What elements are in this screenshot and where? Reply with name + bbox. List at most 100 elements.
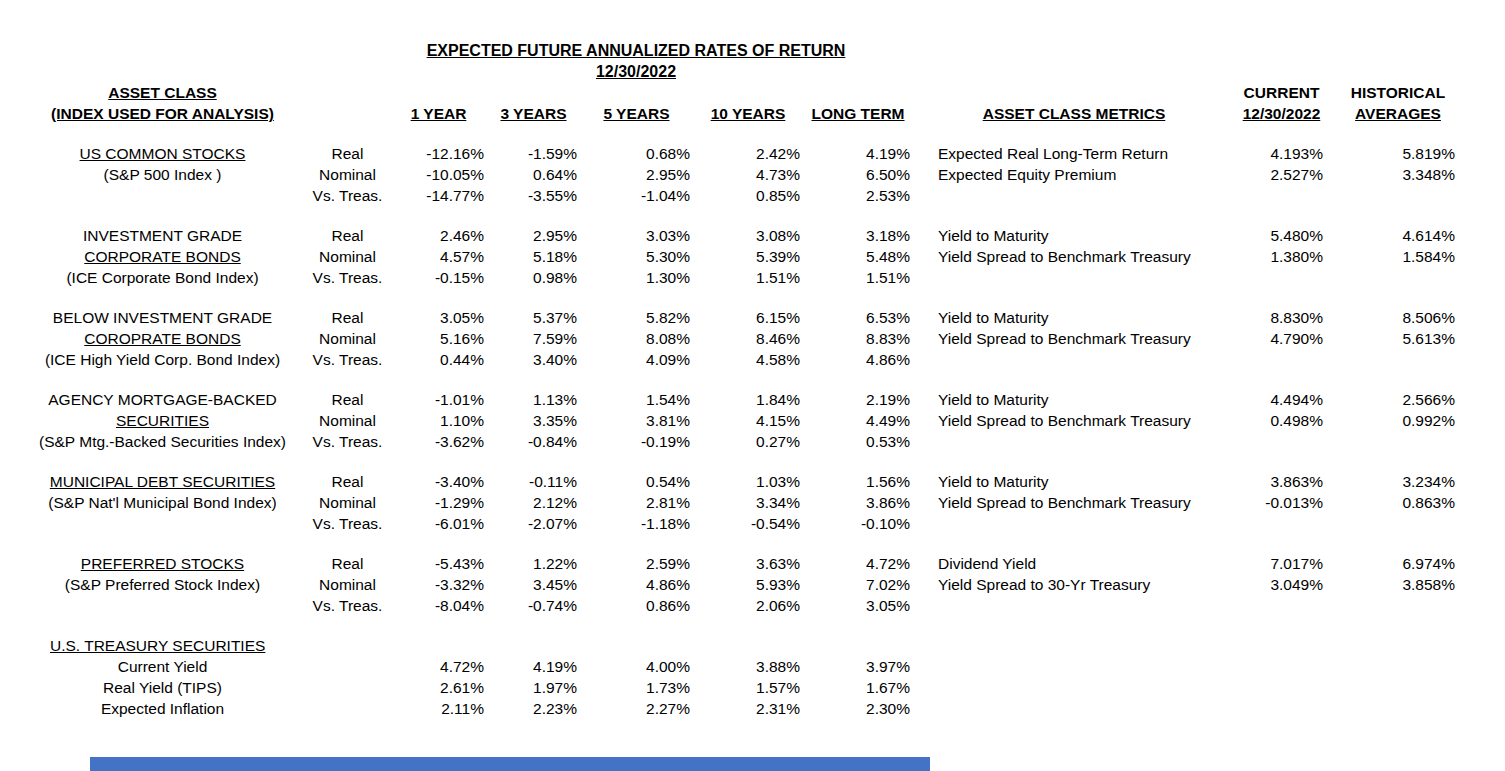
- metric-current-cell: 7.017%: [1235, 553, 1328, 574]
- metric-label-cell: [913, 431, 1235, 452]
- asset-name-cell: COROPRATE BONDS: [20, 328, 305, 349]
- value-cell: 3.08%: [693, 225, 803, 246]
- value-cell: 2.19%: [803, 389, 913, 410]
- metric-label-cell: [913, 349, 1235, 370]
- value-cell: -8.04%: [390, 595, 487, 616]
- spacer-row: [20, 452, 1468, 471]
- value-cell: 7.59%: [487, 328, 580, 349]
- asset-name-cell: [20, 185, 305, 206]
- metric-historical-cell: 8.506%: [1328, 307, 1468, 328]
- row-type-cell: Nominal: [305, 410, 390, 431]
- asset-name-cell: [20, 595, 305, 616]
- metric-label-cell: [913, 698, 1235, 719]
- value-cell: 1.13%: [487, 389, 580, 410]
- metric-current-cell: [1235, 656, 1328, 677]
- report-header: EXPECTED FUTURE ANNUALIZED RATES OF RETU…: [0, 40, 1272, 82]
- metric-historical-cell: [1328, 656, 1468, 677]
- value-cell: 2.27%: [580, 698, 693, 719]
- row-type-cell: Real: [305, 553, 390, 574]
- value-cell: 0.85%: [693, 185, 803, 206]
- metric-current-cell: -0.013%: [1235, 492, 1328, 513]
- metric-current-cell: [1235, 677, 1328, 698]
- value-cell: -1.18%: [580, 513, 693, 534]
- value-cell: 2.23%: [487, 698, 580, 719]
- table-row: INVESTMENT GRADEReal2.46%2.95%3.03%3.08%…: [20, 225, 1468, 246]
- metric-label-cell: [913, 595, 1235, 616]
- value-cell: 5.37%: [487, 307, 580, 328]
- value-cell: -3.55%: [487, 185, 580, 206]
- table-row: (S&P Preferred Stock Index)Nominal-3.32%…: [20, 574, 1468, 595]
- asset-name-cell: SECURITIES: [20, 410, 305, 431]
- value-cell: 3.97%: [803, 656, 913, 677]
- value-cell: 5.16%: [390, 328, 487, 349]
- metric-label-cell: [913, 267, 1235, 288]
- row-type-cell: Vs. Treas.: [305, 595, 390, 616]
- value-cell: 4.19%: [487, 656, 580, 677]
- metric-historical-cell: [1328, 185, 1468, 206]
- value-cell: 3.45%: [487, 574, 580, 595]
- metric-label-cell: [913, 185, 1235, 206]
- metric-historical-cell: 5.819%: [1328, 143, 1468, 164]
- value-cell: 4.58%: [693, 349, 803, 370]
- value-cell: 1.67%: [803, 677, 913, 698]
- value-cell: 4.09%: [580, 349, 693, 370]
- row-type-cell: Nominal: [305, 246, 390, 267]
- metric-label-cell: Yield to Maturity: [913, 389, 1235, 410]
- asset-class-header-cell: ASSET CLASS: [20, 82, 305, 103]
- empty-cell: [305, 103, 390, 124]
- treasury-row-label: Real Yield (TIPS): [20, 677, 305, 698]
- metric-historical-cell: [1328, 595, 1468, 616]
- col-header-10-years: 10 YEARS: [693, 103, 803, 124]
- metric-current-cell: [1235, 185, 1328, 206]
- row-type-cell: Real: [305, 389, 390, 410]
- value-cell: -0.19%: [580, 431, 693, 452]
- value-cell: -0.74%: [487, 595, 580, 616]
- asset-name-cell: (S&P Nat'l Municipal Bond Index): [20, 492, 305, 513]
- table-row: SECURITIESNominal1.10%3.35%3.81%4.15%4.4…: [20, 410, 1468, 431]
- metric-current-cell: 1.380%: [1235, 246, 1328, 267]
- value-cell: 2.30%: [803, 698, 913, 719]
- historical-header-line2: AVERAGES: [1355, 105, 1441, 122]
- metric-current-cell: [1235, 431, 1328, 452]
- metric-current-cell: 8.830%: [1235, 307, 1328, 328]
- value-cell: 1.97%: [487, 677, 580, 698]
- value-cell: 2.61%: [390, 677, 487, 698]
- treasury-section-row: U.S. TREASURY SECURITIES: [20, 635, 1468, 656]
- value-cell: -0.84%: [487, 431, 580, 452]
- metric-label-cell: [913, 513, 1235, 534]
- metric-label-cell: Yield Spread to 30-Yr Treasury: [913, 574, 1235, 595]
- value-cell: 4.86%: [580, 574, 693, 595]
- value-cell: 1.03%: [693, 471, 803, 492]
- value-cell: 4.19%: [803, 143, 913, 164]
- metric-historical-cell: [1328, 677, 1468, 698]
- value-cell: -10.05%: [390, 164, 487, 185]
- col-header-long-term: LONG TERM: [803, 103, 913, 124]
- value-cell: 1.22%: [487, 553, 580, 574]
- treasury-row-label: Expected Inflation: [20, 698, 305, 719]
- value-cell: 2.42%: [693, 143, 803, 164]
- value-cell: 6.53%: [803, 307, 913, 328]
- value-cell: -6.01%: [390, 513, 487, 534]
- value-cell: 5.18%: [487, 246, 580, 267]
- value-cell: 3.18%: [803, 225, 913, 246]
- col-header-10-years-label: 10 YEARS: [711, 105, 786, 122]
- current-header-cell: CURRENT: [1235, 82, 1328, 103]
- value-cell: -5.43%: [390, 553, 487, 574]
- value-cell: 0.68%: [580, 143, 693, 164]
- value-cell: 3.81%: [580, 410, 693, 431]
- asset-name-cell: INVESTMENT GRADE: [20, 225, 305, 246]
- metric-historical-cell: 3.348%: [1328, 164, 1468, 185]
- metric-historical-cell: 2.566%: [1328, 389, 1468, 410]
- empty-cell: [390, 82, 913, 103]
- metric-historical-cell: 1.584%: [1328, 246, 1468, 267]
- col-header-1-year-label: 1 YEAR: [411, 105, 467, 122]
- value-cell: -1.04%: [580, 185, 693, 206]
- metric-current-cell: [1235, 698, 1328, 719]
- table-row: Vs. Treas.-6.01%-2.07%-1.18%-0.54%-0.10%: [20, 513, 1468, 534]
- value-cell: 0.53%: [803, 431, 913, 452]
- value-cell: 2.11%: [390, 698, 487, 719]
- metric-label-cell: [913, 677, 1235, 698]
- value-cell: 7.02%: [803, 574, 913, 595]
- value-cell: 2.81%: [580, 492, 693, 513]
- value-cell: 1.56%: [803, 471, 913, 492]
